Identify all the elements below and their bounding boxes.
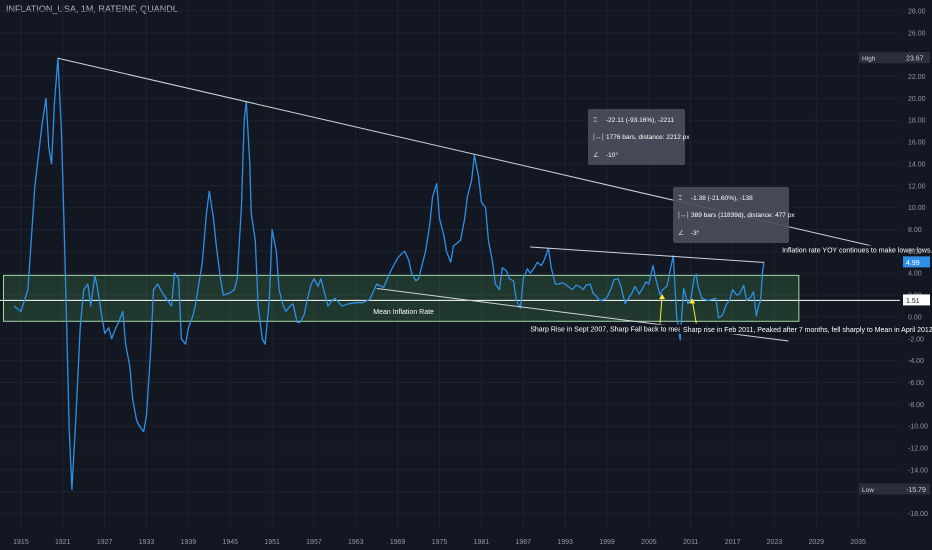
y-tick-label: 10.00 — [908, 205, 926, 212]
angle-icon: ∠ — [593, 151, 599, 159]
mean-band — [2, 274, 800, 322]
x-tick-label: 1975 — [432, 539, 448, 546]
y-tick-label: 12.00 — [908, 183, 926, 190]
x-tick-label: 2023 — [767, 539, 783, 546]
measure-bars-distance: 1776 bars, distance: 2212 px — [606, 134, 690, 141]
measure-bars-distance: 389 bars (11839d), distance: 477 px — [691, 212, 795, 219]
series-layer — [13, 57, 765, 491]
measure-box — [588, 109, 685, 165]
arrow-2011-shaft — [691, 299, 697, 324]
y-tick-label: -10.00 — [908, 424, 928, 431]
measure-price-change: -22.11 (-93.16%), -2211 — [606, 117, 674, 124]
note-2007-bg — [527, 324, 734, 334]
lower-lows-label-bg — [780, 245, 911, 255]
high-value-bg — [903, 52, 930, 64]
y-tick-label: -8.00 — [908, 402, 924, 409]
x-tick-label: 1963 — [348, 539, 364, 546]
x-tick-label: 1939 — [181, 539, 197, 546]
low-value: -15.79 — [906, 487, 926, 494]
x-tick-label: 1981 — [474, 539, 490, 546]
x-tick-label: 1969 — [390, 539, 406, 546]
gridlines — [0, 0, 900, 530]
trendline-recent-peaks — [530, 246, 764, 263]
high-tag: High — [862, 56, 876, 63]
x-tick-label: 1999 — [599, 539, 615, 546]
bars-icon: |↔| — [593, 134, 604, 141]
note-2007: Sharp Rise in Sept 2007, Sharp Fall back… — [530, 327, 745, 334]
y-tick-label: 28.00 — [908, 8, 926, 15]
measure-angle: -10° — [606, 151, 618, 159]
x-tick-label: 1915 — [13, 539, 29, 546]
low-tag: Low — [862, 487, 874, 494]
chart-title: INFLATION_USA, 1M, RATEINF, QUANDL — [6, 4, 178, 14]
x-tick-label: 1987 — [515, 539, 531, 546]
y-tick-label: -6.00 — [908, 380, 924, 387]
x-tick-label: 2017 — [725, 539, 741, 546]
y-tick-label: -18.00 — [908, 511, 928, 518]
measure-price-change: -1.38 (-21.60%), -138 — [691, 195, 753, 202]
x-tick-label: 1945 — [222, 539, 238, 546]
low-value-bg — [903, 483, 930, 495]
measure-box — [673, 187, 789, 243]
note-2011: Sharp rise in Feb 2011, Peaked after 7 m… — [683, 327, 932, 334]
x-tick-label: 1993 — [557, 539, 573, 546]
mean-inflation-label: Mean Inflation Rate — [373, 309, 434, 316]
x-tick-label: 2005 — [641, 539, 657, 546]
x-tick-label: 2011 — [683, 539, 698, 546]
y-tick-label: 26.00 — [908, 30, 926, 37]
y-tick-label: -4.00 — [908, 358, 924, 365]
y-tick-label: -14.00 — [908, 467, 928, 474]
high-tag-bg — [859, 52, 903, 64]
x-tick-label: 1921 — [55, 539, 71, 546]
y-tick-label: 16.00 — [908, 140, 926, 147]
x-tick-label: 2035 — [850, 539, 866, 546]
arrow-2007-shaft — [659, 295, 663, 324]
low-tag-bg — [859, 483, 903, 495]
bars-icon: |↔| — [678, 212, 689, 219]
y-tick-label: 4.00 — [908, 271, 922, 278]
mean-band-layer — [0, 274, 900, 322]
y-tick-label: 18.00 — [908, 118, 926, 125]
x-tick-label: 2029 — [808, 539, 824, 546]
high-value: 23.67 — [906, 56, 924, 63]
last-value-bg — [903, 256, 930, 268]
note-2011-bg — [680, 325, 891, 335]
arrow-2007-head — [659, 294, 666, 300]
x-tick-label: 1957 — [306, 539, 322, 546]
y-tick-label: -2.00 — [908, 336, 924, 343]
y-tick-label: 0.00 — [908, 314, 922, 321]
axis-layer: 28.0026.0024.0022.0020.0018.0016.0014.00… — [13, 8, 930, 546]
y-tick-label: 20.00 — [908, 96, 926, 103]
range-icon: ⌶ — [593, 117, 597, 124]
mean-value-bg — [903, 294, 930, 306]
x-tick-label: 1927 — [97, 539, 113, 546]
arrow-2011-head — [689, 298, 696, 304]
range-icon: ⌶ — [678, 195, 682, 202]
x-tick-label: 1933 — [139, 539, 155, 546]
annotation-layer: Mean Inflation Rate Inflation rate YOY co… — [373, 109, 932, 335]
last-value: 4.99 — [906, 260, 920, 267]
mean-value: 1.51 — [906, 298, 920, 305]
y-tick-label: 8.00 — [908, 227, 922, 234]
y-tick-label: 6.00 — [908, 249, 922, 256]
angle-icon: ∠ — [678, 229, 684, 237]
x-tick-label: 1951 — [264, 539, 280, 546]
measure-angle: -3° — [691, 229, 700, 237]
y-tick-label: -12.00 — [908, 446, 928, 453]
y-tick-label: 14.00 — [908, 161, 926, 168]
lower-lows-label: Inflation rate YOY continues to make low… — [782, 247, 932, 254]
inflation-series-line — [13, 57, 765, 491]
y-tick-label: 22.00 — [908, 74, 926, 81]
